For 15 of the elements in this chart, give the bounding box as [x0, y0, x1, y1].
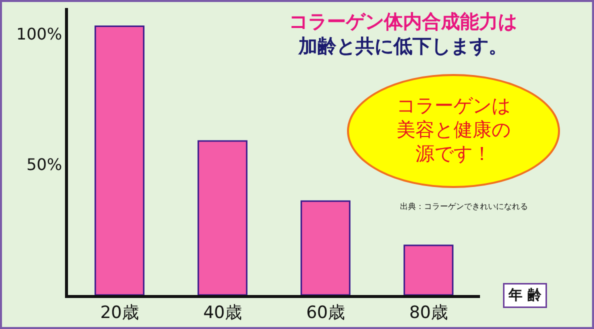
x-tick-label: 40歳 — [203, 303, 242, 324]
y-tick-label: 100% — [16, 24, 62, 44]
bar — [94, 26, 144, 295]
bar — [300, 200, 350, 295]
x-tick-label: 20歳 — [100, 303, 139, 324]
x-tick-label: 80歳 — [409, 303, 448, 324]
x-tick-label: 60歳 — [306, 303, 345, 324]
annotation: 出典：コラーゲンできれいになれる — [400, 202, 528, 211]
bar — [404, 244, 454, 295]
bar — [198, 140, 248, 295]
text: 加齢と共に低下します。 — [298, 36, 508, 58]
annotation: コラーゲンは美容と健康の源です！ — [396, 95, 512, 167]
chart-title: コラーゲン体内合成能力は — [289, 11, 518, 33]
x-axis-title: 年 齢 — [508, 288, 542, 304]
y-tick-label: 50% — [26, 155, 62, 174]
